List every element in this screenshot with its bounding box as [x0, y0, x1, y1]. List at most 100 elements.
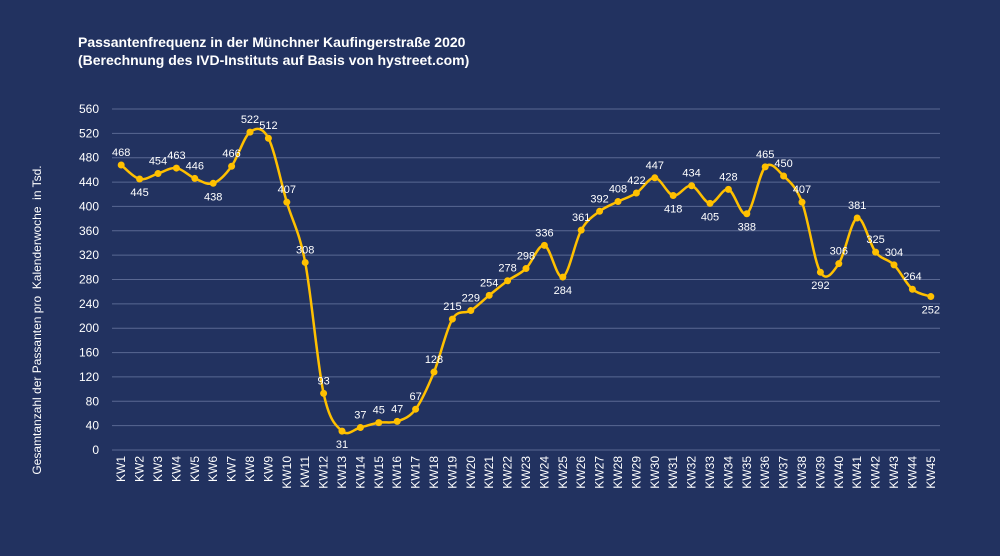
- x-tick-label: KW45: [924, 456, 938, 489]
- data-point: [430, 368, 438, 376]
- data-point: [412, 405, 420, 413]
- data-label: 284: [554, 285, 572, 297]
- data-label: 306: [830, 246, 848, 258]
- x-tick-label: KW19: [445, 456, 459, 489]
- data-label: 450: [774, 158, 792, 170]
- x-tick-label: KW26: [574, 456, 588, 489]
- y-tick-label: 0: [92, 443, 99, 457]
- x-tick-label: KW22: [501, 456, 515, 489]
- data-point: [614, 198, 622, 206]
- data-label: 407: [793, 184, 811, 196]
- series-line: [120, 127, 932, 435]
- data-label: 252: [922, 305, 940, 317]
- x-tick-label: KW29: [629, 456, 643, 489]
- data-label: 47: [391, 403, 403, 415]
- y-tick-label: 400: [79, 199, 99, 213]
- data-point: [264, 134, 272, 142]
- x-tick-label: KW31: [666, 456, 680, 489]
- chart-title-block: Passantenfrequenz in der Münchner Kaufin…: [78, 33, 469, 69]
- x-tick-label: KW13: [335, 456, 349, 489]
- y-tick-label: 480: [79, 151, 99, 165]
- x-tick-label: KW30: [648, 456, 662, 489]
- x-tick-label: KW17: [409, 456, 423, 489]
- data-point: [301, 258, 309, 266]
- data-label: 93: [317, 375, 329, 387]
- x-tick-label: KW32: [685, 456, 699, 489]
- x-tick-label: KW21: [482, 456, 496, 489]
- y-tick-label: 160: [79, 346, 99, 360]
- data-label: 422: [627, 175, 645, 187]
- chart-title: Passantenfrequenz in der Münchner Kaufin…: [78, 34, 466, 50]
- data-point: [283, 198, 291, 206]
- x-tick-label: KW40: [832, 456, 846, 489]
- chart-subtitle: (Berechnung des IVD-Instituts auf Basis …: [78, 52, 470, 68]
- data-label: 428: [719, 171, 737, 183]
- data-label: 418: [664, 203, 682, 215]
- x-tick-label: KW8: [243, 456, 257, 482]
- data-point: [780, 172, 788, 180]
- data-point: [154, 170, 162, 178]
- x-tick-label: KW23: [519, 456, 533, 489]
- data-label: 254: [480, 277, 498, 289]
- data-point: [559, 273, 567, 281]
- data-point: [338, 427, 346, 435]
- y-tick-label: 40: [86, 419, 100, 433]
- data-label: 446: [186, 160, 204, 172]
- data-label: 264: [903, 271, 921, 283]
- y-tick-label: 560: [79, 102, 99, 116]
- data-label: 468: [112, 147, 130, 159]
- data-point: [136, 175, 144, 183]
- data-label: 466: [222, 148, 240, 160]
- x-tick-label: KW15: [372, 456, 386, 489]
- data-point: [393, 417, 401, 425]
- data-label: 128: [425, 354, 443, 366]
- data-point: [872, 248, 880, 256]
- x-tick-label: KW6: [206, 456, 220, 482]
- x-tick-label: KW14: [353, 456, 367, 489]
- x-tick-label: KW33: [703, 456, 717, 489]
- data-point: [688, 182, 696, 190]
- x-tick-label: KW27: [593, 456, 607, 489]
- x-tick-label: KW42: [869, 456, 883, 489]
- x-tick-label: KW34: [721, 456, 735, 489]
- data-point: [890, 261, 898, 269]
- x-tick-label: KW2: [133, 456, 147, 482]
- data-label: 512: [259, 120, 277, 132]
- data-point: [853, 214, 861, 222]
- data-point: [209, 179, 217, 187]
- data-point: [172, 164, 180, 172]
- data-point: [246, 128, 254, 136]
- data-label: 308: [296, 244, 314, 256]
- x-tick-label: KW28: [611, 456, 625, 489]
- x-tick-label: KW9: [261, 456, 275, 482]
- data-label: 438: [204, 191, 222, 203]
- x-tick-label: KW35: [740, 456, 754, 489]
- data-point: [356, 423, 364, 431]
- data-point: [540, 241, 548, 249]
- x-tick-label: KW11: [298, 456, 312, 488]
- data-label: 298: [517, 251, 535, 263]
- data-point: [743, 210, 751, 218]
- x-tick-label: KW43: [887, 456, 901, 489]
- y-tick-label: 120: [79, 370, 99, 384]
- y-tick-label: 80: [86, 394, 100, 408]
- data-label: 434: [682, 168, 700, 180]
- data-label: 463: [167, 150, 185, 162]
- x-tick-label: KW4: [169, 456, 183, 482]
- data-label: 229: [462, 293, 480, 305]
- x-tick-label: KW41: [850, 456, 864, 489]
- x-tick-label: KW18: [427, 456, 441, 489]
- data-label: 361: [572, 212, 590, 224]
- data-point: [596, 207, 604, 215]
- data-label: 31: [336, 439, 348, 451]
- data-point: [522, 265, 530, 273]
- y-tick-label: 520: [79, 126, 99, 140]
- x-tick-label: KW24: [537, 456, 551, 489]
- data-label: 522: [241, 114, 259, 126]
- data-point: [927, 293, 935, 301]
- data-label: 325: [866, 234, 884, 246]
- data-label: 45: [373, 405, 385, 417]
- data-point: [651, 174, 659, 182]
- data-point: [467, 307, 475, 315]
